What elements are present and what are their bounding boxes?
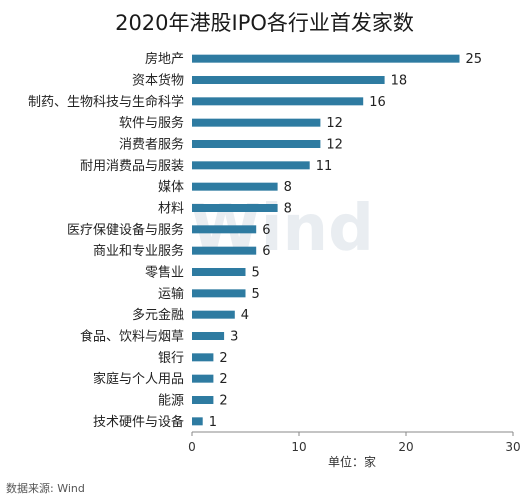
category-label: 技术硬件与设备 [93,414,184,430]
category-label: 房地产 [145,51,184,67]
bar [192,225,257,234]
source-note: 数据来源: Wind [6,481,85,495]
value-label: 3 [230,330,238,345]
bar [192,332,225,340]
value-label: 18 [391,74,408,89]
value-label: 8 [284,180,292,195]
value-label: 5 [252,287,260,302]
category-label: 食品、饮料与烟草 [80,329,184,345]
category-label: 媒体 [158,180,184,195]
category-label: 家庭与个人用品 [93,371,184,387]
bar [192,289,246,298]
value-label: 6 [262,223,270,238]
value-label: 11 [316,159,333,174]
category-label: 消费者服务 [119,137,184,153]
bar [192,310,235,319]
chart-title: 2020年港股IPO各行业首发家数 [115,11,414,35]
bar [192,76,385,84]
value-label: 6 [262,244,270,259]
category-label: 医疗保健设备与服务 [67,222,184,238]
value-label: 5 [252,266,260,281]
category-label: 商业和专业服务 [93,243,184,259]
x-axis: 0 10 20 30 [188,431,521,454]
value-label: 4 [241,308,249,323]
category-label: 多元金融 [132,307,184,323]
bar [192,118,321,127]
bar [192,268,246,276]
category-label: 运输 [158,286,184,302]
category-label: 制药、生物科技与生命科学 [28,94,184,110]
value-label: 2 [219,372,227,387]
category-label: 资本货物 [132,73,184,89]
value-label: 12 [326,138,343,153]
value-label: 16 [369,95,386,110]
category-label: 零售业 [145,265,184,281]
x-tick-label: 30 [505,440,520,454]
x-tick-label: 0 [188,440,196,454]
category-labels: 房地产资本货物制药、生物科技与生命科学软件与服务消费者服务耐用消费品与服装媒体材… [28,51,184,430]
value-label: 8 [284,202,292,217]
bar [192,417,203,426]
bar [192,246,257,255]
value-label: 1 [209,415,217,430]
x-axis-title: 单位：家 [328,454,376,469]
bar [192,54,460,63]
bars-group [192,54,460,426]
category-label: 材料 [158,202,184,217]
category-label: 银行 [158,351,184,366]
category-label: 软件与服务 [119,115,184,131]
value-label: 12 [326,116,343,131]
bar [192,182,278,191]
bar [192,140,321,148]
category-label: 耐用消费品与服装 [80,159,184,174]
value-label: 2 [219,351,227,366]
bar [192,396,214,404]
bar [192,161,310,170]
bar [192,374,214,383]
category-label: 能源 [158,394,184,409]
bar [192,353,214,362]
bar [192,97,364,106]
x-tick-label: 10 [291,440,306,454]
value-label: 2 [219,394,227,409]
bar [192,204,278,212]
value-label: 25 [466,52,483,67]
x-tick-label: 20 [398,440,413,454]
